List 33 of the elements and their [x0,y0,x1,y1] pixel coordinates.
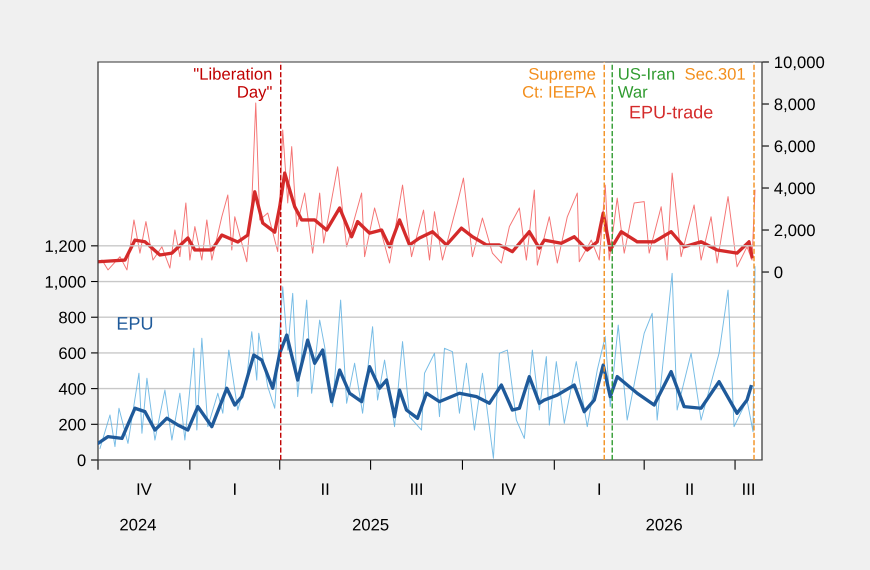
text: III [411,483,422,495]
ref-line-label: Sec.301 [685,68,745,80]
y2-tick-label: 8,000 [774,98,815,112]
text: III [743,483,754,495]
y-tick-label: 800 [59,312,86,324]
text: I [598,483,600,495]
y2-tick-label: 2,000 [774,224,815,238]
y2-tick-label: 10,000 [775,56,824,70]
ref-line-label: Supreme Ct: IEEPA [522,68,596,98]
y2-tick-label: 0 [774,266,782,278]
line-series [100,266,756,459]
y-tick-label: 1,200 [46,240,86,254]
x-tick-label: 2025 [352,518,388,531]
y-tick-label: 600 [59,347,86,360]
y-tick-label: 1,000 [46,276,86,290]
ref-line-label: US-Iran War [618,68,674,98]
text: II [686,483,693,495]
x-tick-label: 2026 [646,518,682,531]
text: EPU-trade [630,105,712,118]
text: II [322,483,328,495]
text: EPU [118,317,152,330]
ref-line-label: "Liberation Day" [194,68,272,102]
x-tick-label: 2024 [120,518,156,531]
y-tick-label: 0 [78,454,86,466]
text: IV [138,483,152,495]
y-tick-label: 400 [58,383,86,395]
line-series [98,171,754,264]
line-series [98,333,753,446]
y2-tick-label: 6,000 [774,140,815,154]
text: I [234,483,236,495]
y-tick-label: 200 [59,418,86,431]
y2-tick-label: 4,000 [774,182,815,196]
text: IV [502,483,516,495]
